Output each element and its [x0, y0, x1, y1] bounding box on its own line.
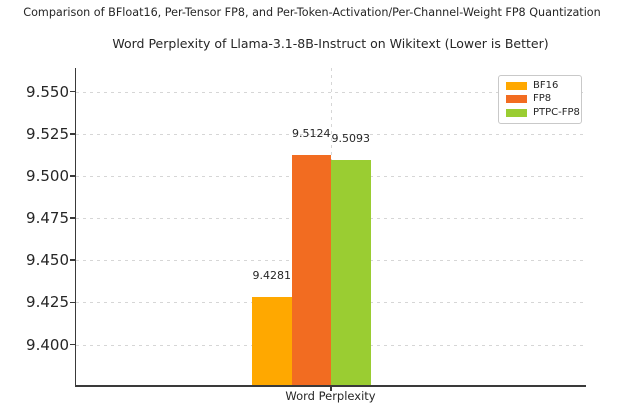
h-gridline: [76, 91, 585, 93]
y-tick-label: 9.425: [26, 293, 69, 312]
y-tick-mark: [70, 175, 75, 177]
legend: BF16 FP8 PTPC-FP8: [498, 75, 582, 124]
legend-item-ptpc-fp8: PTPC-FP8: [499, 107, 581, 119]
bar-ptpc-fp8: [331, 160, 371, 385]
y-tick-mark: [70, 343, 75, 346]
bar-fp8: [291, 155, 331, 385]
legend-item-fp8: FP8: [499, 93, 581, 105]
bar-value-label-bf16: 9.4281: [252, 269, 292, 283]
y-tick-mark: [70, 90, 75, 93]
chart-title: Word Perplexity of Llama-3.1-8B-Instruct…: [112, 36, 549, 51]
y-tick-mark: [70, 133, 75, 135]
legend-item-bf16: BF16: [499, 80, 581, 92]
legend-swatch-fp8: [506, 95, 527, 104]
y-tick-label: 9.525: [26, 124, 69, 143]
x-tick-mark: [330, 387, 332, 391]
y-tick-label: 9.450: [26, 251, 69, 270]
y-tick-mark: [70, 301, 75, 304]
y-tick-label: 9.400: [26, 335, 69, 354]
y-tick-label: 9.500: [26, 166, 69, 185]
bar-value-label-fp8: 9.5124: [292, 127, 331, 140]
y-axis-spine: [74, 68, 77, 387]
bar-bf16: [252, 297, 292, 385]
x-axis-label: Word Perplexity: [285, 389, 376, 403]
h-gridline: [76, 133, 585, 135]
y-tick-label: 9.475: [26, 209, 69, 228]
x-axis-spine: [74, 385, 586, 387]
legend-label-bf16: BF16: [533, 79, 559, 91]
y-tick-mark: [70, 259, 75, 261]
plot-area: 9.4281 9.5124 9.5093: [76, 68, 585, 385]
bar-value-label-ptpc-fp8: 9.5093: [331, 132, 371, 146]
y-tick-mark: [70, 217, 75, 219]
legend-label-ptpc-fp8: PTPC-FP8: [533, 107, 580, 119]
y-tick-label: 9.550: [26, 82, 69, 101]
figure-suptitle: Comparison of BFloat16, Per-Tensor FP8, …: [23, 6, 601, 19]
legend-swatch-ptpc-fp8: [506, 109, 527, 118]
legend-label-fp8: FP8: [533, 93, 552, 105]
legend-swatch-bf16: [506, 81, 527, 90]
